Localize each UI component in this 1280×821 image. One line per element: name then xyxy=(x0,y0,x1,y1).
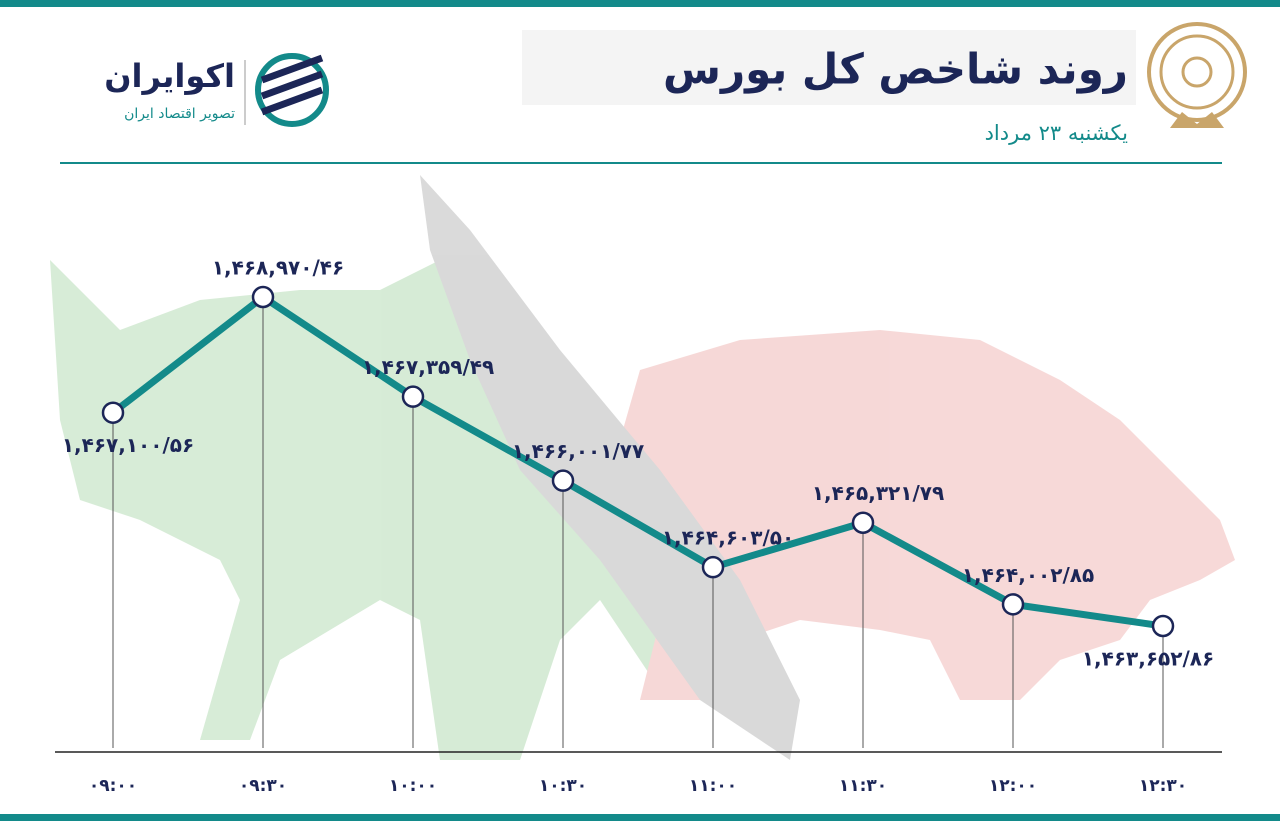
x-tick-label: ۰۹:۳۰ xyxy=(239,776,287,796)
brand-name: اکوایران xyxy=(104,57,235,95)
value-label: ۱,۴۶۵,۳۲۱/۷۹ xyxy=(812,481,944,505)
chart-title: روند شاخص کل بورس xyxy=(663,45,1128,95)
brand-tagline: تصویر اقتصاد ایران xyxy=(124,106,235,122)
x-tick-label: ۱۱:۰۰ xyxy=(689,776,737,796)
background-art xyxy=(50,175,1235,760)
value-label: ۱,۴۶۷,۱۰۰/۵۶ xyxy=(62,433,194,457)
point xyxy=(401,385,425,408)
point xyxy=(1001,593,1025,616)
point xyxy=(851,511,875,534)
point xyxy=(101,401,125,424)
x-tick-label: ۰۹:۰۰ xyxy=(89,776,137,796)
value-label: ۱,۴۶۶,۰۰۱/۷۷ xyxy=(512,439,644,463)
brand-logo xyxy=(255,53,329,127)
value-label: ۱,۴۶۴,۰۰۲/۸۵ xyxy=(962,563,1094,587)
x-tick-label: ۱۰:۳۰ xyxy=(539,776,587,796)
x-tick-label: ۱۱:۳۰ xyxy=(839,776,887,796)
chart-subtitle: یکشنبه ۲۳ مرداد xyxy=(985,121,1129,145)
title-band xyxy=(522,30,1136,105)
point xyxy=(701,555,725,579)
x-tick-label: ۱۲:۳۰ xyxy=(1139,776,1187,796)
point xyxy=(1151,614,1175,638)
exchange-logo xyxy=(1147,22,1247,128)
top-bar xyxy=(0,0,1280,7)
value-label: ۱,۴۶۷,۳۵۹/۴۹ xyxy=(362,355,494,379)
value-label: ۱,۴۶۸,۹۷۰/۴۶ xyxy=(212,256,344,280)
x-tick-label: ۱۰:۰۰ xyxy=(389,776,437,796)
value-label: ۱,۴۶۳,۶۵۲/۸۶ xyxy=(1082,647,1214,671)
value-label: ۱,۴۶۴,۶۰۳/۵۰ xyxy=(662,526,794,550)
bottom-bar xyxy=(0,814,1280,821)
point xyxy=(251,285,275,309)
x-tick-label: ۱۲:۰۰ xyxy=(989,776,1037,796)
point xyxy=(551,469,575,492)
series-line xyxy=(110,293,1164,630)
